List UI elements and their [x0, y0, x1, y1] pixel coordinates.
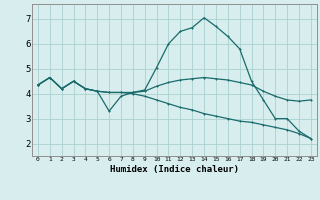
X-axis label: Humidex (Indice chaleur): Humidex (Indice chaleur): [110, 165, 239, 174]
